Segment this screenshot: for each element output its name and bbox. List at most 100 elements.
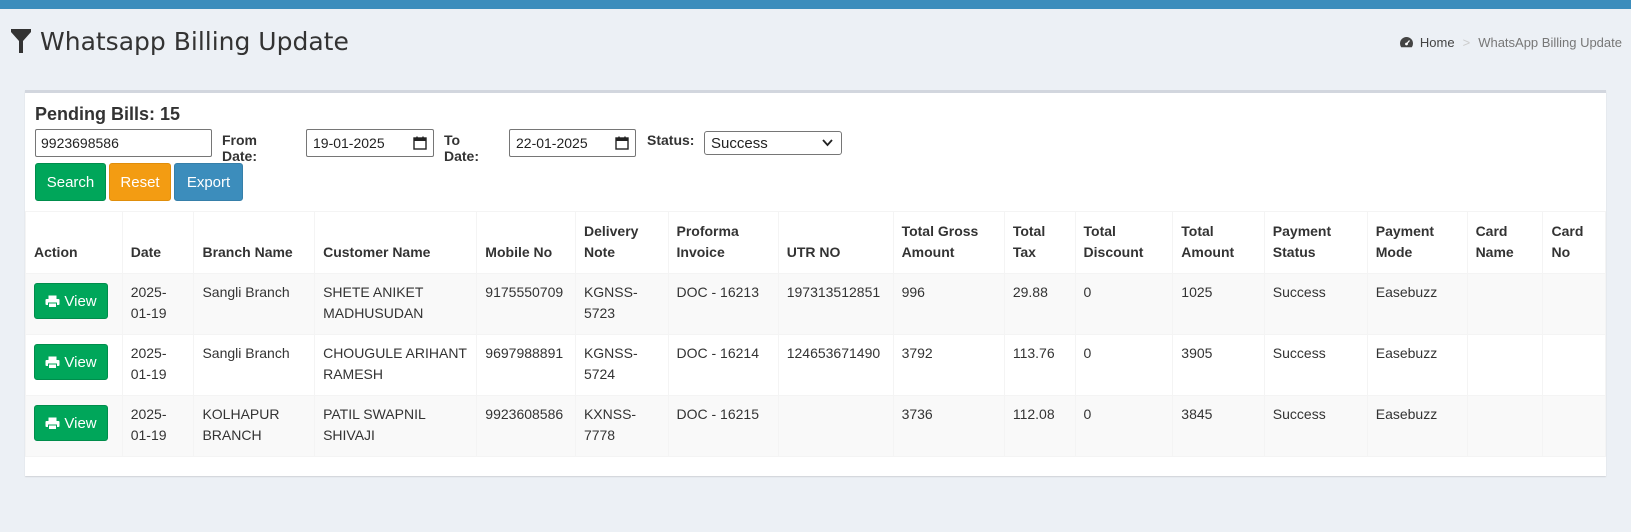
top-bar	[0, 0, 1631, 9]
column-header[interactable]: UTR NO	[777, 211, 894, 274]
export-button[interactable]: Export	[174, 163, 243, 201]
to-date-input[interactable]: 22-01-2025	[509, 129, 636, 157]
payment-status-cell: Success	[1263, 334, 1368, 396]
branch-cell: Sangli Branch	[193, 273, 316, 335]
search-button[interactable]: Search	[35, 163, 106, 201]
print-icon	[45, 356, 60, 369]
table-row: View 2025-01-19 Sangli Branch SHETE ANIK…	[25, 273, 1606, 335]
page-title: Whatsapp Billing Update	[10, 26, 349, 56]
proforma-cell: DOC - 16215	[667, 395, 779, 457]
calendar-icon	[413, 136, 427, 150]
mobile-input[interactable]	[35, 129, 212, 157]
branch-cell: Sangli Branch	[193, 334, 316, 396]
to-date-value: 22-01-2025	[516, 135, 588, 151]
dashboard-icon	[1399, 37, 1413, 48]
payment-status-cell: Success	[1263, 395, 1368, 457]
print-icon	[45, 295, 60, 308]
to-date-label: To Date:	[444, 132, 480, 164]
mobile-cell: 9175550709	[476, 273, 576, 335]
print-icon	[45, 417, 60, 430]
amount-cell: 3905	[1172, 334, 1265, 396]
pending-bills-title: Pending Bills: 15	[35, 104, 181, 124]
status-select[interactable]: Success	[704, 131, 842, 155]
status-select-value: Success	[711, 134, 768, 152]
view-button[interactable]: View	[34, 283, 108, 319]
card-no-cell	[1542, 334, 1606, 396]
breadcrumb-separator: >	[1462, 35, 1471, 50]
column-header[interactable]: Total Discount	[1074, 211, 1174, 274]
column-header[interactable]: Date	[121, 211, 195, 274]
delivery-cell: KGNSS-5723	[574, 273, 669, 335]
gross-cell: 996	[892, 273, 1005, 335]
table-header-row: Action Date Branch Name Customer Name Mo…	[25, 211, 1606, 274]
customer-cell: CHOUGULE ARIHANT RAMESH	[314, 334, 478, 396]
payment-mode-cell: Easebuzz	[1366, 273, 1468, 335]
utr-cell	[777, 395, 894, 457]
breadcrumb: Home > WhatsApp Billing Update	[1399, 35, 1622, 50]
customer-cell: PATIL SWAPNIL SHIVAJI	[314, 395, 478, 457]
discount-cell: 0	[1074, 334, 1174, 396]
discount-cell: 0	[1074, 273, 1174, 335]
column-header[interactable]: Payment Mode	[1366, 211, 1468, 274]
from-date-input[interactable]: 19-01-2025	[306, 129, 434, 157]
card-no-cell	[1542, 395, 1606, 457]
column-header[interactable]: Mobile No	[476, 211, 576, 274]
table-row: View 2025-01-19 Sangli Branch CHOUGULE A…	[25, 334, 1606, 396]
amount-cell: 1025	[1172, 273, 1265, 335]
action-cell: View	[25, 334, 123, 396]
billing-table: Action Date Branch Name Customer Name Mo…	[25, 211, 1606, 457]
page-title-text: Whatsapp Billing Update	[40, 26, 349, 56]
column-header[interactable]: Total Amount	[1172, 211, 1265, 274]
mobile-cell: 9697988891	[476, 334, 576, 396]
gross-cell: 3792	[892, 334, 1005, 396]
utr-cell: 124653671490	[777, 334, 894, 396]
card-no-cell	[1542, 273, 1606, 335]
card-name-cell	[1466, 334, 1544, 396]
calendar-icon	[615, 136, 629, 150]
proforma-cell: DOC - 16213	[667, 273, 779, 335]
view-button-label: View	[64, 414, 97, 432]
tax-cell: 29.88	[1003, 273, 1076, 335]
column-header[interactable]: Action	[25, 211, 123, 274]
card-name-cell	[1466, 395, 1544, 457]
breadcrumb-home[interactable]: Home	[1399, 35, 1455, 50]
reset-button[interactable]: Reset	[109, 163, 171, 201]
action-cell: View	[25, 395, 123, 457]
from-date-value: 19-01-2025	[313, 135, 385, 151]
view-button[interactable]: View	[34, 405, 108, 441]
discount-cell: 0	[1074, 395, 1174, 457]
action-cell: View	[25, 273, 123, 335]
payment-mode-cell: Easebuzz	[1366, 334, 1468, 396]
customer-cell: SHETE ANIKET MADHUSUDAN	[314, 273, 478, 335]
billing-box: Pending Bills: 15 From Date: 19-01-2025 …	[25, 90, 1606, 476]
date-cell: 2025-01-19	[121, 273, 195, 335]
view-button[interactable]: View	[34, 344, 108, 380]
column-header[interactable]: Proforma Invoice	[667, 211, 779, 274]
table-row: View 2025-01-19 KOLHAPUR BRANCH PATIL SW…	[25, 395, 1606, 457]
utr-cell: 197313512851	[777, 273, 894, 335]
column-header[interactable]: Card Name	[1466, 211, 1544, 274]
card-name-cell	[1466, 273, 1544, 335]
column-header[interactable]: Total Tax	[1003, 211, 1076, 274]
amount-cell: 3845	[1172, 395, 1265, 457]
column-header[interactable]: Branch Name	[193, 211, 316, 274]
delivery-cell: KXNSS-7778	[574, 395, 669, 457]
payment-status-cell: Success	[1263, 273, 1368, 335]
payment-mode-cell: Easebuzz	[1366, 395, 1468, 457]
column-header[interactable]: Customer Name	[314, 211, 478, 274]
date-cell: 2025-01-19	[121, 334, 195, 396]
gross-cell: 3736	[892, 395, 1005, 457]
view-button-label: View	[64, 353, 97, 371]
tax-cell: 112.08	[1003, 395, 1076, 457]
breadcrumb-current: WhatsApp Billing Update	[1478, 35, 1622, 50]
column-header[interactable]: Delivery Note	[574, 211, 669, 274]
column-header[interactable]: Payment Status	[1263, 211, 1368, 274]
column-header[interactable]: Card No	[1542, 211, 1606, 274]
chevron-down-icon	[822, 139, 833, 147]
from-date-label: From Date:	[222, 132, 258, 164]
content-header: Whatsapp Billing Update Home > WhatsApp …	[0, 9, 1631, 81]
view-button-label: View	[64, 292, 97, 310]
delivery-cell: KGNSS-5724	[574, 334, 669, 396]
tax-cell: 113.76	[1003, 334, 1076, 396]
column-header[interactable]: Total Gross Amount	[892, 211, 1005, 274]
